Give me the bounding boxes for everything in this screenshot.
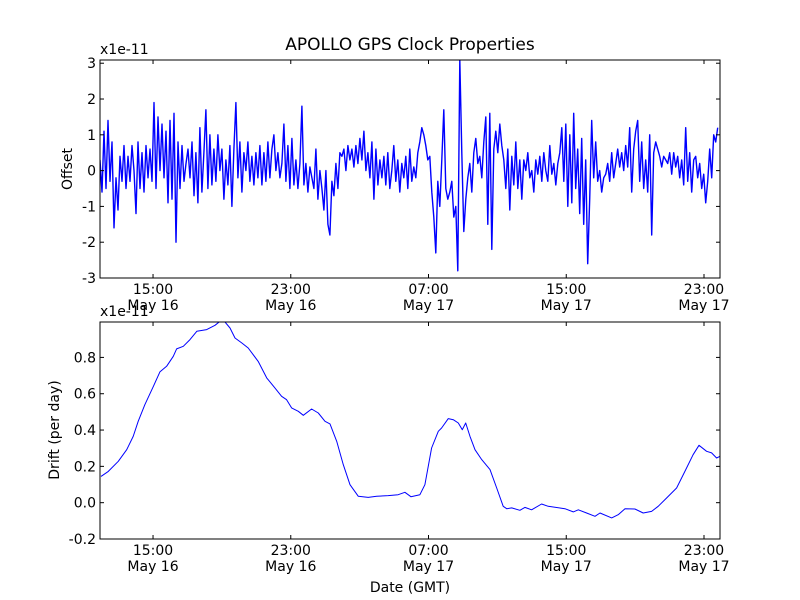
offset-xtick-label: May 17 (678, 298, 729, 314)
offset-xtick-label: May 16 (127, 298, 178, 314)
offset-y-axis-label: Offset (60, 147, 76, 190)
drift-xtick-label: 23:00 (684, 543, 724, 559)
offset-ytick-label: 3 (87, 56, 96, 72)
offset-xtick-label: 23:00 (271, 282, 311, 298)
drift-y-axis-label: Drift (per day) (47, 380, 63, 479)
drift-series-line (100, 322, 720, 519)
drift-x-axis-label: Date (GMT) (370, 580, 450, 596)
offset-multiplier-label: x1e-11 (100, 42, 149, 58)
drift-multiplier-label: x1e-11 (100, 304, 149, 320)
offset-ytick-label: -1 (82, 199, 96, 215)
offset-xtick-label: 15:00 (133, 282, 173, 298)
drift-xtick-label: 23:00 (271, 543, 311, 559)
drift-ytick-label: 0.0 (74, 496, 96, 512)
offset-xtick-label: May 17 (403, 298, 454, 314)
offset-ytick-label: 1 (87, 128, 96, 144)
drift-xtick-label: May 17 (403, 559, 454, 575)
drift-xtick-label: 15:00 (133, 543, 173, 559)
drift-axes: x1e-11 Drift (per day) Date (GMT) -0.2 0.… (47, 304, 730, 596)
offset-ytick-label: 2 (87, 92, 96, 108)
chart-title: APOLLO GPS Clock Properties (285, 35, 535, 55)
drift-ytick-label: 0.4 (74, 423, 96, 439)
offset-ytick-label: -2 (82, 235, 96, 251)
offset-ytick-label: -3 (82, 271, 96, 287)
drift-ytick-label: 0.2 (74, 459, 96, 475)
drift-ytick-label: 0.8 (74, 350, 96, 366)
offset-xtick-label: 23:00 (684, 282, 724, 298)
drift-xtick-label: May 17 (678, 559, 729, 575)
drift-xtick-label: May 16 (127, 559, 178, 575)
drift-ytick-label: 0.6 (74, 387, 96, 403)
drift-ytick-label: -0.2 (69, 532, 96, 548)
offset-ytick-label: 0 (87, 164, 96, 180)
offset-xtick-label: May 17 (541, 298, 592, 314)
drift-xtick-label: 15:00 (546, 543, 586, 559)
offset-series-line (100, 60, 719, 272)
offset-xtick-label: 07:00 (408, 282, 448, 298)
offset-xtick-label: 15:00 (546, 282, 586, 298)
drift-xtick-label: May 17 (541, 559, 592, 575)
offset-xtick-label: May 16 (265, 298, 316, 314)
offset-axes-frame (99, 59, 721, 279)
drift-xtick-label: May 16 (265, 559, 316, 575)
drift-xtick-label: 07:00 (408, 543, 448, 559)
